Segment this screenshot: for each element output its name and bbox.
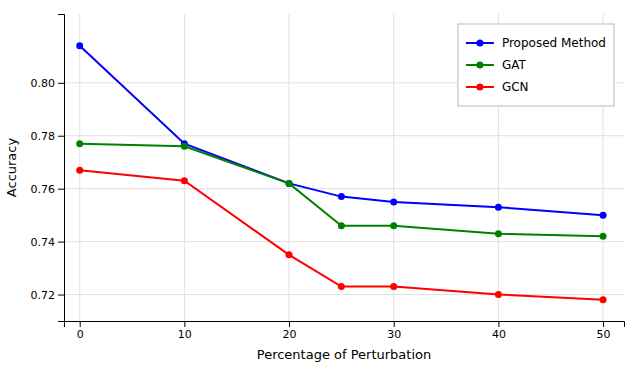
tick-label: 0.80 [31, 77, 56, 90]
tick: 50 [597, 321, 611, 341]
tick-mark [289, 321, 290, 327]
line [80, 46, 603, 215]
tick-label: 0.78 [31, 130, 56, 143]
tick-label: 0.72 [31, 289, 56, 302]
grid-line [393, 14, 394, 321]
tick: 10 [178, 321, 192, 341]
tick: 0 [77, 321, 84, 341]
legend-item: Proposed Method [466, 36, 606, 50]
marker [76, 140, 83, 147]
line [80, 144, 603, 237]
legend-item: GAT [466, 58, 527, 72]
tick-mark [58, 295, 64, 296]
marker [76, 42, 83, 49]
axis-line [65, 322, 625, 328]
y-axis-title: Accuracy [4, 138, 19, 198]
marker [286, 180, 293, 187]
legend-label: GCN [502, 80, 529, 94]
tick-mark [80, 321, 81, 327]
legend-marker [476, 62, 483, 69]
legend-item: GCN [466, 80, 529, 94]
tick-mark [58, 242, 64, 243]
y-axis: 0.72 0.74 0.76 0.78 0.80 [31, 15, 65, 322]
legend-marker [476, 84, 483, 91]
tick-mark [603, 321, 604, 327]
tick-label: 30 [387, 328, 401, 341]
marker [495, 204, 502, 211]
tick-mark [498, 321, 499, 327]
tick-mark [394, 321, 395, 327]
axis-line [58, 15, 65, 322]
tick-mark [58, 189, 64, 190]
marker [286, 180, 293, 187]
tick-label: 20 [283, 328, 297, 341]
marker [338, 222, 345, 229]
tick: 0.80 [31, 77, 65, 90]
marker [181, 143, 188, 150]
x-axis: 0 10 20 30 40 50 [65, 321, 625, 341]
marker [286, 251, 293, 258]
series [76, 167, 606, 304]
tick: 0.76 [31, 183, 65, 196]
marker [76, 167, 83, 174]
grid-line [184, 14, 185, 321]
tick-label: 0.76 [31, 183, 56, 196]
tick-label: 50 [597, 328, 611, 341]
marker [600, 212, 607, 219]
line [80, 170, 603, 300]
grid-line [64, 294, 624, 295]
marker [390, 198, 397, 205]
tick: 30 [387, 321, 401, 341]
marker [338, 283, 345, 290]
tick-mark [58, 136, 64, 137]
marker [495, 291, 502, 298]
tick-label: 10 [178, 328, 192, 341]
tick-label: 40 [492, 328, 506, 341]
tick: 0.78 [31, 130, 65, 143]
grid-line [64, 188, 624, 189]
marker [390, 283, 397, 290]
legend-marker [476, 40, 483, 47]
tick: 40 [492, 321, 506, 341]
legend: Proposed Method GAT GCN [458, 24, 614, 106]
tick-mark [58, 83, 64, 84]
series [76, 140, 606, 240]
grid-line [64, 135, 624, 136]
chart: 0 10 20 30 40 50 0.72 0.74 0.76 0.78 0.80 Proposed … [0, 0, 640, 369]
tick: 20 [283, 321, 297, 341]
tick-label: 0.74 [31, 236, 56, 249]
tick: 0.74 [31, 236, 65, 249]
grid-line [289, 14, 290, 321]
marker [390, 222, 397, 229]
tick: 0.72 [31, 289, 65, 302]
marker [600, 233, 607, 240]
legend-label: GAT [502, 58, 527, 72]
grid-line [64, 241, 624, 242]
legend-label: Proposed Method [502, 36, 606, 50]
series-group [76, 42, 606, 303]
x-axis-title: Percentage of Perturbation [257, 347, 431, 362]
tick-mark [184, 321, 185, 327]
plot: 0 10 20 30 40 50 0.72 0.74 0.76 0.78 0.80 Proposed … [31, 14, 625, 341]
legend-box [458, 24, 614, 106]
tick-label: 0 [77, 328, 84, 341]
marker [338, 193, 345, 200]
marker [181, 177, 188, 184]
marker [600, 296, 607, 303]
grid [64, 14, 624, 321]
marker [495, 230, 502, 237]
